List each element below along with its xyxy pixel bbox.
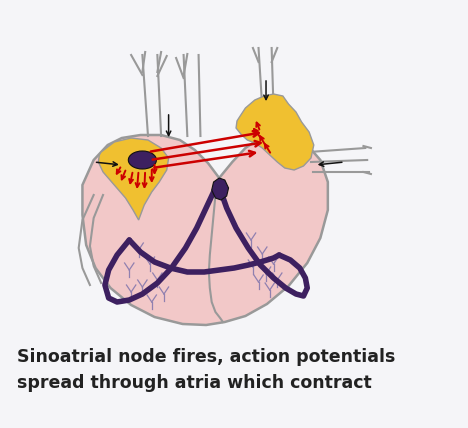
Polygon shape (98, 138, 168, 220)
Text: Sinoatrial node fires, action potentials: Sinoatrial node fires, action potentials (17, 348, 395, 366)
Ellipse shape (128, 151, 156, 169)
Polygon shape (236, 94, 314, 170)
Polygon shape (82, 135, 328, 325)
Text: spread through atria which contract: spread through atria which contract (17, 374, 372, 392)
Polygon shape (212, 178, 228, 200)
